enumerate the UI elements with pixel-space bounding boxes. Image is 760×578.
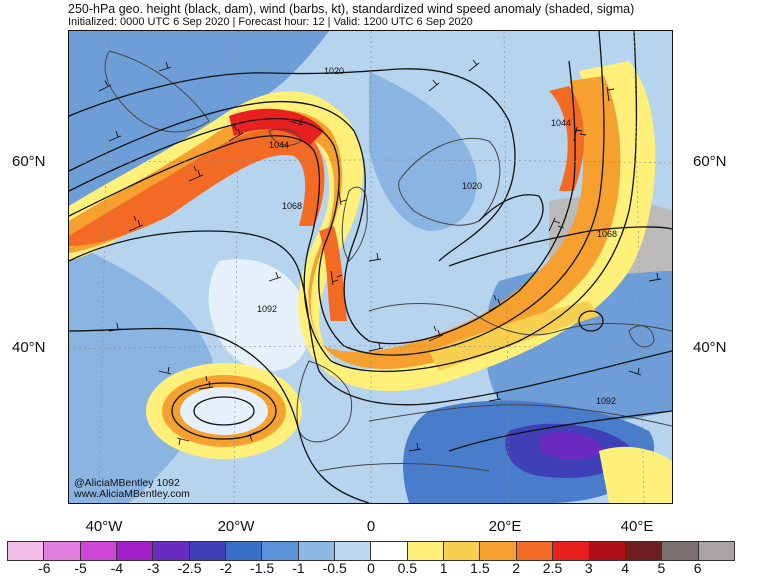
colorbar-tick-label: -1 (292, 560, 305, 576)
colorbar-swatch (444, 542, 481, 560)
graticule (69, 31, 672, 503)
map-subtitle: Initialized: 0000 UTC 6 Sep 2020 | Forec… (68, 16, 473, 28)
map-panel: 1020 1044 1068 1092 1020 1044 1068 1092 (68, 30, 673, 504)
colorbar-swatch (298, 542, 336, 560)
colorbar-tick-label: 1 (439, 560, 448, 576)
colorbar-swatch (698, 542, 734, 560)
colorbar-swatch (153, 542, 190, 560)
colorbar-tick-label: 4 (621, 560, 629, 576)
contour-label: 1068 (282, 201, 302, 211)
contour-label: 1020 (462, 181, 482, 191)
colorbar-swatch (262, 542, 299, 560)
lat-label-left-40: 40°N (12, 339, 46, 356)
colorbar-tick-label: 5 (657, 560, 666, 576)
wind-barbs (98, 59, 662, 452)
colorbar-tick-label: -3 (146, 560, 160, 576)
jet-streak-orange (69, 76, 621, 369)
contour-label: 1044 (269, 140, 289, 150)
contour-label: 1092 (257, 304, 277, 314)
credit-value: 1092 (156, 477, 180, 489)
colorbar-swatch (8, 542, 45, 560)
colorbar-tick-label: 6 (693, 560, 702, 576)
colorbar-swatch (625, 542, 663, 560)
credit-handle: @AliciaMBentley (74, 477, 154, 489)
colorbar-tick-label: 2 (512, 560, 521, 576)
anomaly-region-yellow-se (599, 446, 672, 503)
colorbar-tick-label: 2.5 (542, 560, 563, 576)
colorbar-tick-label: 0.5 (397, 560, 418, 576)
colorbar-tick-label: -6 (38, 560, 51, 576)
contour-label: 1044 (551, 118, 571, 128)
colorbar-swatch (117, 542, 154, 560)
lat-label-left-60: 60°N (12, 153, 46, 170)
colorbar-swatch (80, 542, 118, 560)
colorbar-swatch (407, 542, 445, 560)
jet-core-trough (319, 226, 347, 321)
colorbar-swatch (480, 542, 517, 560)
contour-label: 1092 (596, 396, 616, 406)
colorbar-swatch (553, 542, 590, 560)
jet-core-north (229, 108, 324, 146)
colorbar-swatch (226, 542, 263, 560)
colorbar-swatch (189, 542, 227, 560)
anomaly-region-blue-north (369, 71, 477, 231)
colorbar-tick-label: 3 (584, 560, 593, 576)
jet-core-west (69, 129, 325, 246)
colorbar (7, 541, 735, 561)
colorbar-tick-label: -2.5 (177, 560, 202, 576)
colorbar-swatch (662, 542, 699, 560)
lon-label: 20°W (217, 518, 255, 535)
colorbar-tick-label: -5 (74, 560, 87, 576)
lon-label: 20°E (488, 518, 522, 535)
anomaly-region-purple (539, 431, 604, 460)
colorbar-tick-label: -0.5 (322, 560, 347, 576)
height-contours (69, 31, 672, 503)
cutoff-low-contour-outer (171, 382, 277, 440)
colorbar-tick-label: -4 (110, 560, 124, 576)
colorbar-swatch (44, 542, 81, 560)
colorbar-tick-label: 1.5 (470, 560, 490, 576)
credit-block: @AliciaMBentley 1092 www.AliciaMBentley.… (74, 478, 190, 500)
colorbar-tick-label: -1.5 (250, 560, 275, 576)
cutoff-low-contour-inner (193, 396, 255, 426)
colorbar-swatch (335, 542, 372, 560)
colorbar-tick-label: 0 (367, 560, 375, 576)
map-title: 250-hPa geo. height (black, dam), wind (… (68, 2, 635, 16)
cutoff-low-center (180, 387, 268, 435)
lon-label: 40°E (620, 518, 654, 535)
colorbar-swatch (371, 542, 408, 560)
lat-label-right-40: 40°N (693, 339, 727, 356)
wind-anomaly-map: 1020 1044 1068 1092 1020 1044 1068 1092 (69, 31, 672, 503)
lon-label: 0 (366, 518, 376, 535)
lat-label-right-60: 60°N (693, 153, 727, 170)
contour-label: 1020 (324, 66, 344, 76)
small-low-contour (578, 310, 604, 332)
anomaly-region-blue-nw (69, 31, 329, 211)
colorbar-tick-label: -2 (219, 560, 233, 576)
colorbar-swatch (516, 542, 554, 560)
coastlines (104, 50, 672, 472)
lon-label: 40°W (85, 518, 123, 535)
credit-url: www.AliciaMBentley.com (74, 488, 190, 500)
colorbar-swatch (589, 542, 626, 560)
contour-label: 1068 (597, 229, 617, 239)
